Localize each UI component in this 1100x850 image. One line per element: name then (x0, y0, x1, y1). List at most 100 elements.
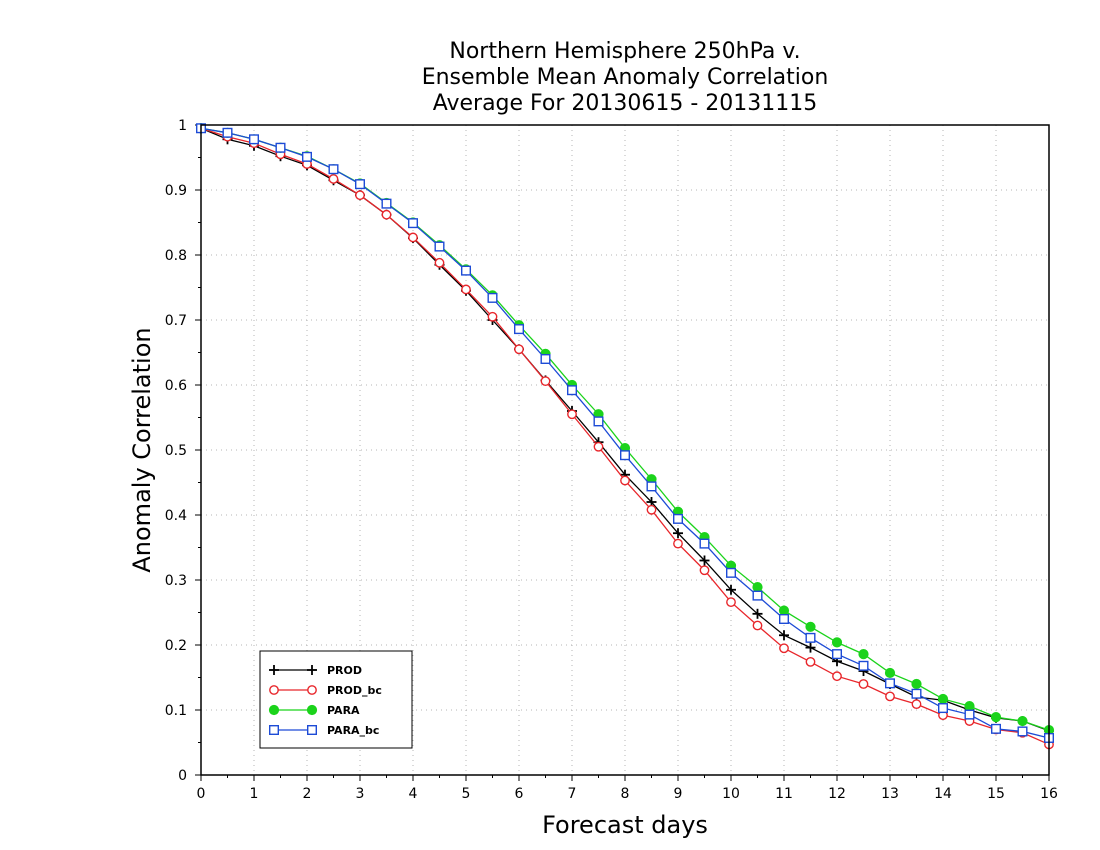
data-point-prod-bc (779, 643, 789, 654)
data-point-prod (779, 630, 789, 641)
data-point-prod (805, 642, 816, 653)
data-point-para-bc (699, 538, 710, 549)
data-point-para (778, 605, 790, 616)
series-para-bc (195, 123, 1054, 743)
y-tick-label: 1 (178, 118, 187, 134)
y-tick-label: 0 (178, 768, 187, 784)
y-axis-title: Anomaly Correlation (128, 327, 156, 572)
data-point-prod-bc (646, 504, 657, 515)
data-point-para-bc (964, 709, 975, 720)
y-tick-label: 0.7 (165, 313, 187, 329)
data-point-para-bc (514, 324, 525, 335)
data-point-para-bc (248, 134, 259, 145)
x-tick-label: 14 (934, 786, 952, 802)
data-point-para-bc (540, 354, 551, 365)
data-point-prod-bc (752, 620, 763, 631)
data-point-para-bc (752, 590, 763, 601)
data-point-para-bc (620, 450, 631, 461)
y-tick-label: 0.5 (165, 443, 187, 459)
data-point-para-bc (434, 241, 445, 252)
data-point-prod-bc (726, 597, 736, 607)
legend-item-para: PARA (268, 704, 360, 717)
legend-label-prod: PROD (327, 664, 362, 677)
legend-marker-prod-bc (307, 685, 317, 695)
legend-label-para: PARA (327, 704, 360, 717)
data-point-para (964, 701, 975, 712)
data-point-para-bc (461, 265, 472, 276)
x-tick-label: 16 (1040, 786, 1058, 802)
data-point-para-bc (938, 703, 949, 714)
data-point-para (911, 678, 922, 690)
data-point-prod (726, 584, 736, 595)
data-point-para-bc (381, 198, 392, 209)
y-tick-label: 0.2 (165, 638, 187, 654)
x-tick-label: 8 (621, 786, 630, 802)
legend: PROD PROD_bc PARA PARA_bc (259, 650, 413, 749)
data-point-para-bc (302, 151, 313, 162)
data-point-para-bc (593, 416, 604, 427)
data-point-prod-bc (832, 671, 842, 682)
series-line-para (200, 127, 1050, 731)
legend-marker-para (268, 704, 280, 716)
data-point-para-bc (832, 649, 843, 660)
title-line-1: Northern Hemisphere 250hPa v. (449, 39, 800, 64)
x-tick-label: 7 (568, 786, 577, 802)
x-tick-label: 0 (197, 786, 206, 802)
data-point-para-bc (408, 218, 419, 229)
data-point-prod-bc (408, 232, 418, 243)
series-line-para-bc (200, 127, 1050, 739)
data-point-prod-bc (699, 565, 710, 576)
data-point-para-bc (487, 292, 498, 303)
data-point-para-bc (355, 179, 366, 190)
x-tick-label: 15 (987, 786, 1005, 802)
data-point-para (1017, 715, 1028, 727)
data-point-prod-bc (328, 174, 339, 184)
x-tick-label: 3 (356, 786, 365, 802)
x-axis-title: Forecast days (542, 811, 708, 839)
data-point-prod-bc (911, 699, 922, 710)
data-point-para-bc (805, 632, 816, 643)
legend-item-prod-bc: PROD_bc (269, 684, 382, 697)
data-point-para (937, 693, 949, 705)
chart-title: Northern Hemisphere 250hPa v. Ensemble M… (422, 39, 829, 116)
series-lines (195, 123, 1055, 750)
data-point-prod-bc (514, 344, 524, 355)
data-point-para-bc (222, 127, 233, 138)
data-point-para-bc (858, 660, 869, 671)
legend-label-prod-bc: PROD_bc (327, 684, 382, 697)
data-point-prod (673, 528, 683, 539)
data-point-prod-bc (673, 538, 683, 549)
x-tick-label: 10 (722, 786, 740, 802)
x-tick-label: 1 (250, 786, 259, 802)
legend-marker-prod (307, 665, 317, 675)
x-tick-label: 11 (775, 786, 793, 802)
x-tick-label: 9 (674, 786, 683, 802)
legend-item-para-bc: PARA_bc (269, 724, 379, 737)
legend-marker-prod (269, 665, 279, 675)
y-tick-label: 0.1 (165, 703, 187, 719)
legend-marker-para-bc (269, 725, 280, 736)
data-point-para-bc (991, 723, 1002, 734)
legend-label-para-bc: PARA_bc (327, 724, 379, 737)
data-point-prod-bc (620, 475, 630, 486)
data-point-prod-bc (487, 311, 498, 322)
data-point-para-bc (885, 678, 896, 689)
data-point-prod-bc (567, 409, 577, 420)
data-point-para-bc (567, 385, 578, 396)
data-point-para-bc (726, 567, 737, 578)
data-point-para (805, 621, 816, 632)
data-point-prod-bc (355, 190, 365, 201)
legend-marker-para-bc (307, 725, 318, 736)
axes: 0 1 2 3 4 5 6 7 8 9 10 11 12 13 14 15 1600.10.20.30.40.5… (165, 118, 1058, 802)
legend-item-prod: PROD (269, 664, 362, 677)
x-tick-label: 5 (462, 786, 471, 802)
title-line-3: Average For 20130615 - 20131115 (433, 91, 818, 116)
data-point-para (752, 582, 763, 593)
data-point-para-bc (911, 688, 922, 699)
data-point-prod-bc (858, 679, 869, 689)
x-tick-label: 12 (828, 786, 846, 802)
x-tick-label: 2 (303, 786, 312, 802)
data-point-prod (699, 555, 710, 566)
x-tick-label: 6 (515, 786, 524, 802)
